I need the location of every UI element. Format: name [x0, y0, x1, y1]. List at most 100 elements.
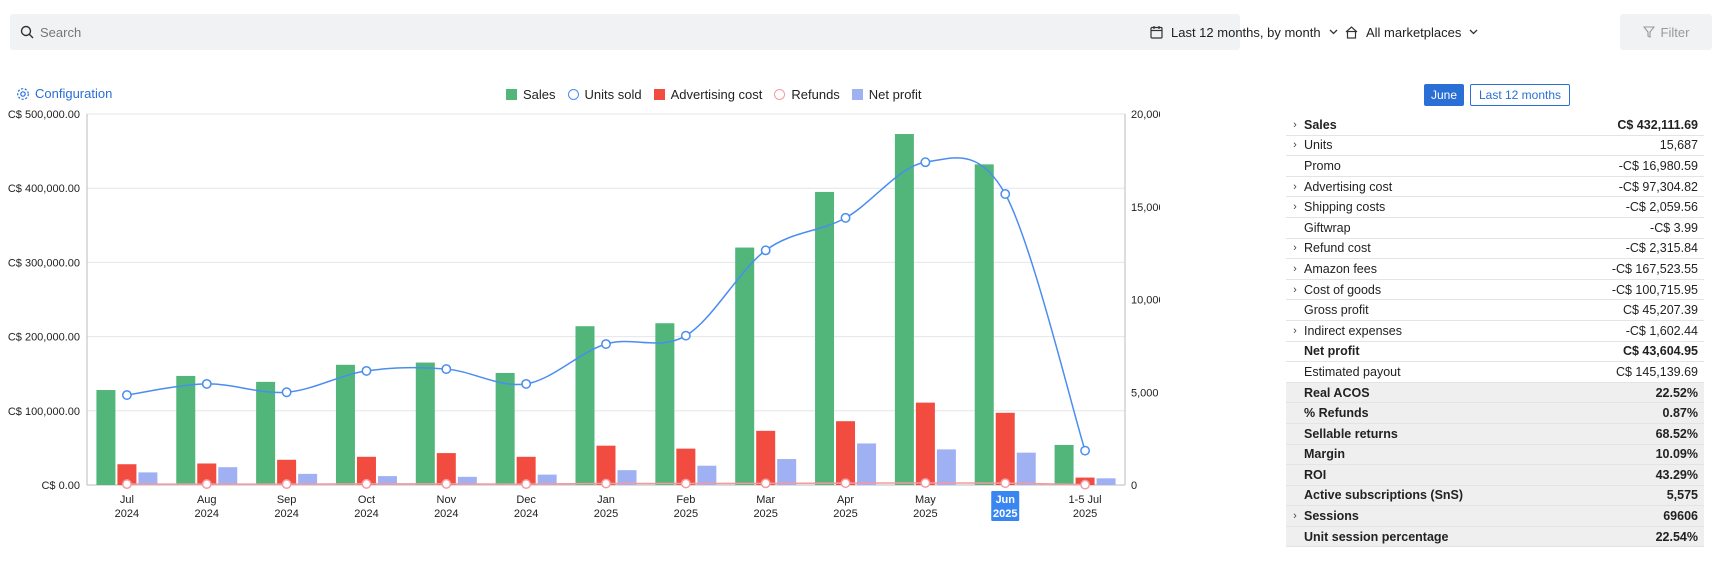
- kpi-row-amazon-fees[interactable]: › Amazon fees -C$ 167,523.55: [1286, 259, 1704, 280]
- legend-item-net-profit[interactable]: Net profit: [851, 87, 922, 102]
- kpi-row-promo: Promo -C$ 16,980.59: [1286, 156, 1704, 177]
- chevron-right-icon[interactable]: ›: [1293, 118, 1297, 131]
- bar-advertising-cost: [596, 445, 616, 485]
- x-axis-label-year: 2024: [434, 508, 458, 520]
- right-axis-tick: 10,000: [1131, 295, 1160, 307]
- point-units-sold: [1080, 445, 1091, 456]
- chevron-right-icon[interactable]: ›: [1293, 262, 1297, 275]
- point-refunds: [760, 478, 771, 489]
- kpi-value: 0.87%: [1662, 406, 1698, 421]
- bar-advertising-cost: [197, 463, 217, 485]
- kpi-label: Cost of goods: [1304, 282, 1382, 297]
- point-units-sold: [121, 390, 132, 400]
- chevron-right-icon[interactable]: ›: [1293, 510, 1297, 523]
- sales-chart: C$ 0.00 C$ 100,000.00 C$ 200,000.00 C$ 300,…: [8, 109, 1160, 521]
- filter-button[interactable]: Filter: [1620, 14, 1712, 50]
- kpi-row-units[interactable]: › Units 15,687: [1286, 136, 1704, 157]
- filter-icon: [1642, 26, 1655, 38]
- x-axis-label-year: 2025: [993, 508, 1017, 520]
- kpi-row-indirect-expenses[interactable]: › Indirect expenses -C$ 1,602.44: [1286, 321, 1704, 342]
- bar-advertising-cost: [277, 459, 297, 485]
- x-axis-label-month: Aug: [197, 494, 217, 506]
- kpi-value: 5,575: [1666, 488, 1698, 503]
- search-input[interactable]: Search: [40, 24, 82, 40]
- date-range-dropdown[interactable]: Last 12 months, by month: [1150, 14, 1338, 50]
- x-axis-label-year: 2025: [913, 508, 937, 520]
- bar-net-profit: [138, 472, 158, 485]
- point-units-sold: [840, 212, 851, 223]
- kpi-label: Margin: [1304, 447, 1345, 462]
- bar-net-profit: [218, 467, 238, 485]
- x-axis-label-year: 2025: [1073, 508, 1097, 520]
- bar-sales: [974, 164, 994, 486]
- kpi-label: Sessions: [1304, 509, 1359, 524]
- x-axis-label-year: 2024: [115, 508, 139, 520]
- bar-advertising-cost: [995, 412, 1015, 485]
- kpi-label: Promo: [1304, 158, 1341, 173]
- kpi-value: -C$ 16,980.59: [1618, 158, 1698, 173]
- chevron-right-icon[interactable]: ›: [1293, 283, 1297, 296]
- chevron-right-icon[interactable]: ›: [1293, 180, 1297, 193]
- kpi-value: -C$ 2,315.84: [1625, 241, 1698, 256]
- x-axis-label-year: 2025: [833, 508, 857, 520]
- kpi-value: C$ 432,111.69: [1617, 117, 1698, 132]
- line-units-sold: [126, 157, 1086, 451]
- point-units-sold: [281, 387, 292, 398]
- marketplace-label: All marketplaces: [1366, 24, 1462, 40]
- kpi-row-active-subscriptions-sns: Active subscriptions (SnS) 5,575: [1286, 485, 1704, 507]
- chevron-right-icon[interactable]: ›: [1293, 139, 1297, 152]
- x-axis-label-month: Feb: [676, 494, 695, 506]
- bar-net-profit: [298, 473, 318, 485]
- left-axis-tick: C$ 0.00: [41, 480, 80, 492]
- point-refunds: [361, 478, 372, 489]
- bar-advertising-cost: [676, 448, 696, 485]
- right-axis-tick: 5,000: [1131, 387, 1159, 399]
- kpi-row-refund-cost[interactable]: › Refund cost -C$ 2,315.84: [1286, 239, 1704, 260]
- legend-item-sales[interactable]: Sales: [506, 87, 556, 102]
- kpi-row-shipping-costs[interactable]: › Shipping costs -C$ 2,059.56: [1286, 197, 1704, 218]
- kpi-row-advertising-cost[interactable]: › Advertising cost -C$ 97,304.82: [1286, 177, 1704, 198]
- kpi-label: Estimated payout: [1304, 364, 1401, 379]
- x-axis-label-month: May: [915, 494, 936, 506]
- kpi-row-cost-of-goods[interactable]: › Cost of goods -C$ 100,715.95: [1286, 280, 1704, 301]
- legend-label: Refunds: [791, 87, 840, 102]
- legend-label: Net profit: [868, 87, 922, 102]
- chevron-right-icon[interactable]: ›: [1293, 242, 1297, 255]
- bar-advertising-cost: [915, 402, 935, 485]
- bar-net-profit: [857, 443, 877, 485]
- search-bar[interactable]: Search: [10, 14, 1240, 50]
- kpi-value: C$ 45,207.39: [1622, 303, 1698, 318]
- search-icon: [20, 25, 34, 39]
- legend-item-refunds[interactable]: Refunds: [774, 87, 840, 102]
- chart-legend: Sales Units sold Advertising cost Refunds Ne…: [506, 87, 934, 102]
- kpi-row-sales[interactable]: › Sales C$ 432,111.69: [1286, 115, 1704, 136]
- bar-advertising-cost: [117, 464, 137, 485]
- kpi-row-sessions[interactable]: › Sessions 69606: [1286, 506, 1704, 527]
- point-units-sold: [521, 378, 532, 389]
- chevron-right-icon[interactable]: ›: [1293, 324, 1297, 337]
- legend-swatch: [653, 89, 665, 100]
- bar-net-profit: [1016, 452, 1036, 485]
- calendar-icon: [1150, 26, 1163, 39]
- period-last-12-months-button[interactable]: Last 12 months: [1470, 84, 1570, 106]
- point-refunds: [521, 479, 532, 490]
- kpi-table: › Sales C$ 432,111.69 › Units 15,687 Promo -C$ …: [1286, 115, 1704, 548]
- x-axis-label-month: Jul: [120, 494, 134, 506]
- legend-item-units-sold[interactable]: Units sold: [567, 87, 642, 102]
- legend-item-advertising-cost[interactable]: Advertising cost: [653, 87, 762, 102]
- kpi-row-unit-session-percentage: Unit session percentage 22.54%: [1286, 526, 1704, 548]
- x-axis-label-year: 2025: [594, 508, 618, 520]
- configuration-link[interactable]: Configuration: [16, 86, 112, 101]
- kpi-value: 10.09%: [1655, 447, 1698, 462]
- point-refunds: [1080, 479, 1091, 490]
- left-axis-tick: C$ 400,000.00: [8, 183, 80, 195]
- bar-net-profit: [936, 449, 956, 485]
- x-axis-label-month: Jun: [995, 494, 1015, 506]
- period-june-button[interactable]: June: [1424, 84, 1464, 106]
- chevron-right-icon[interactable]: ›: [1293, 201, 1297, 214]
- point-refunds: [840, 478, 851, 489]
- kpi-row-refunds: % Refunds 0.87%: [1286, 403, 1704, 424]
- bar-sales: [1054, 444, 1074, 485]
- marketplace-dropdown[interactable]: All marketplaces: [1345, 14, 1478, 50]
- kpi-value: 15,687: [1659, 138, 1698, 153]
